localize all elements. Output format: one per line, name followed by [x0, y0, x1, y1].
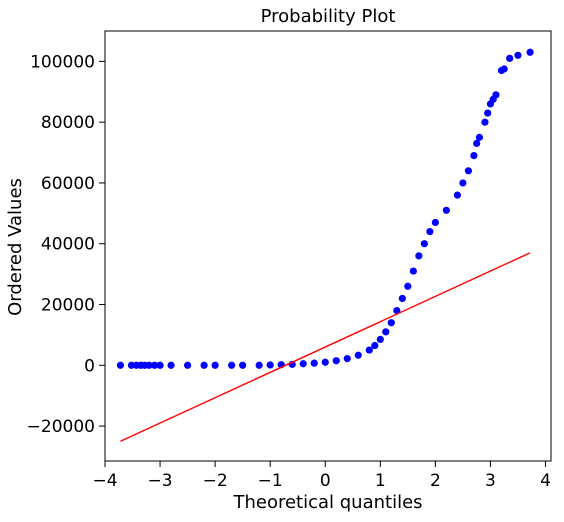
- x-tick-label: 3: [485, 471, 496, 491]
- data-point: [492, 91, 500, 99]
- x-tick-label: −3: [148, 471, 173, 491]
- x-axis-label: Theoretical quantiles: [232, 492, 422, 513]
- data-point: [228, 361, 236, 369]
- data-point: [239, 361, 247, 369]
- y-tick-label: 80000: [41, 113, 95, 133]
- data-point: [321, 358, 329, 366]
- x-tick-label: 1: [375, 471, 386, 491]
- data-point: [343, 354, 351, 363]
- data-point: [255, 361, 263, 369]
- data-point: [183, 361, 192, 369]
- data-point: [526, 48, 534, 56]
- data-point: [376, 335, 384, 344]
- x-tick-label: −1: [258, 471, 283, 491]
- axes: −4 −3 −2 −1 0 1 2 3 4 −20000 0 20000 40000 60000 80000…: [27, 30, 552, 491]
- y-tick-label: 60000: [41, 174, 95, 194]
- data-point: [481, 118, 489, 126]
- y-tick-label: 40000: [41, 235, 95, 255]
- data-point: [404, 282, 412, 290]
- data-point: [332, 357, 340, 365]
- data-point: [167, 361, 175, 369]
- data-point: [387, 319, 395, 327]
- plot-frame: [104, 30, 552, 462]
- data-point: [200, 361, 208, 369]
- y-axis-label: Ordered Values: [5, 178, 26, 316]
- data-point: [470, 151, 478, 160]
- chart-title: Probability Plot: [261, 6, 396, 27]
- data-point: [266, 361, 274, 369]
- data-point: [398, 294, 406, 303]
- data-point: [145, 361, 153, 369]
- data-point: [299, 360, 307, 368]
- fit-line: [120, 252, 531, 442]
- data-point: [393, 306, 401, 315]
- y-tick-label: 100000: [30, 52, 95, 72]
- data-point: [127, 361, 136, 369]
- data-point: [475, 133, 484, 141]
- y-tick-label: 0: [84, 356, 95, 376]
- data-point: [382, 328, 390, 336]
- data-point: [211, 361, 219, 369]
- x-tick-label: 4: [540, 471, 551, 491]
- x-tick-label: 0: [320, 471, 331, 491]
- y-tick-label: −20000: [27, 417, 95, 437]
- data-point: [116, 361, 125, 369]
- data-point: [500, 65, 508, 73]
- data-point: [156, 361, 164, 369]
- data-point: [506, 54, 514, 62]
- data-point: [426, 227, 434, 236]
- plot-area: [116, 48, 534, 442]
- data-point: [310, 359, 318, 367]
- data-point: [453, 191, 461, 199]
- y-tick-label: 20000: [41, 295, 95, 315]
- data-point: [464, 167, 473, 175]
- data-point: [365, 346, 373, 354]
- data-point: [431, 218, 439, 227]
- data-point: [442, 206, 450, 214]
- data-point: [484, 109, 492, 117]
- data-point: [150, 361, 159, 369]
- data-point: [473, 139, 481, 148]
- data-point: [415, 252, 423, 260]
- data-point: [514, 51, 522, 59]
- data-point: [459, 179, 467, 187]
- data-point: [354, 351, 362, 359]
- x-tick-label: 2: [430, 471, 441, 491]
- x-tick-label: −4: [92, 471, 117, 491]
- x-tick-label: −2: [203, 471, 228, 491]
- data-point: [409, 267, 417, 275]
- data-point: [371, 341, 379, 350]
- data-point: [420, 240, 428, 248]
